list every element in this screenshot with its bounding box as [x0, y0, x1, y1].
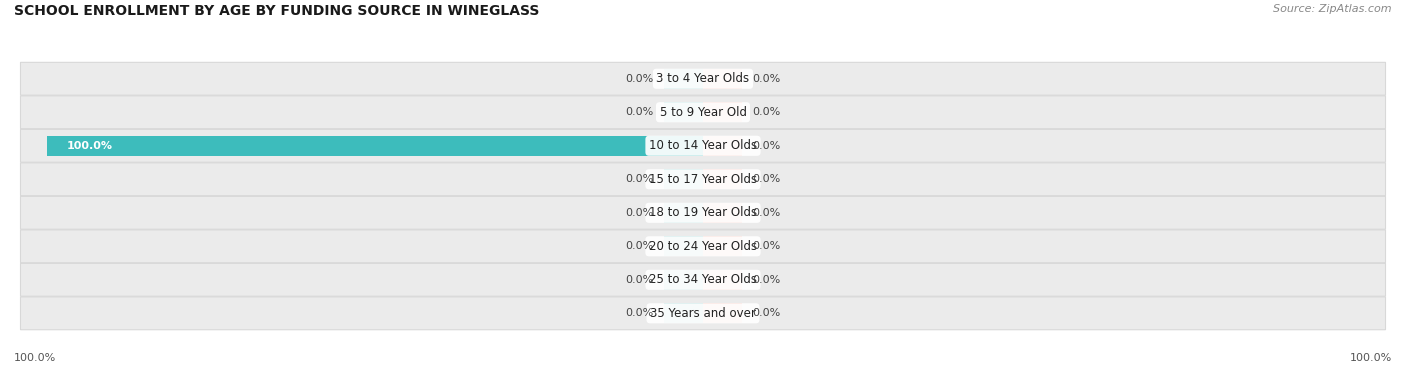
- Text: 0.0%: 0.0%: [752, 174, 780, 184]
- Text: 100.0%: 100.0%: [66, 141, 112, 151]
- Text: 3 to 4 Year Olds: 3 to 4 Year Olds: [657, 72, 749, 85]
- Text: Source: ZipAtlas.com: Source: ZipAtlas.com: [1274, 4, 1392, 14]
- Bar: [703, 136, 742, 156]
- FancyBboxPatch shape: [21, 230, 1385, 263]
- Text: 5 to 9 Year Old: 5 to 9 Year Old: [659, 106, 747, 119]
- Text: SCHOOL ENROLLMENT BY AGE BY FUNDING SOURCE IN WINEGLASS: SCHOOL ENROLLMENT BY AGE BY FUNDING SOUR…: [14, 4, 540, 18]
- Text: 18 to 19 Year Olds: 18 to 19 Year Olds: [650, 206, 756, 219]
- Text: 0.0%: 0.0%: [626, 241, 654, 251]
- Text: 0.0%: 0.0%: [752, 141, 780, 151]
- FancyBboxPatch shape: [21, 163, 1385, 196]
- FancyBboxPatch shape: [21, 264, 1385, 296]
- Text: 15 to 17 Year Olds: 15 to 17 Year Olds: [650, 173, 756, 186]
- Bar: [703, 203, 742, 223]
- Text: 100.0%: 100.0%: [14, 353, 56, 363]
- FancyBboxPatch shape: [21, 297, 1385, 330]
- Bar: [664, 69, 703, 89]
- Bar: [703, 102, 742, 122]
- Text: 0.0%: 0.0%: [626, 308, 654, 318]
- FancyBboxPatch shape: [21, 129, 1385, 162]
- Bar: [46, 136, 703, 156]
- Text: 0.0%: 0.0%: [626, 107, 654, 117]
- Text: 0.0%: 0.0%: [626, 208, 654, 218]
- FancyBboxPatch shape: [21, 62, 1385, 95]
- Bar: [703, 69, 742, 89]
- Text: 0.0%: 0.0%: [752, 107, 780, 117]
- Bar: [664, 102, 703, 122]
- Bar: [703, 303, 742, 323]
- Text: 35 Years and over: 35 Years and over: [650, 307, 756, 320]
- Bar: [664, 169, 703, 189]
- Bar: [703, 270, 742, 290]
- Text: 0.0%: 0.0%: [626, 275, 654, 285]
- Text: 0.0%: 0.0%: [752, 74, 780, 84]
- Text: 100.0%: 100.0%: [1350, 353, 1392, 363]
- Text: 25 to 34 Year Olds: 25 to 34 Year Olds: [650, 273, 756, 286]
- FancyBboxPatch shape: [21, 96, 1385, 129]
- Text: 0.0%: 0.0%: [752, 275, 780, 285]
- FancyBboxPatch shape: [21, 196, 1385, 229]
- Bar: [664, 236, 703, 256]
- Text: 0.0%: 0.0%: [752, 241, 780, 251]
- Text: 0.0%: 0.0%: [752, 208, 780, 218]
- Bar: [664, 303, 703, 323]
- Text: 20 to 24 Year Olds: 20 to 24 Year Olds: [650, 240, 756, 253]
- Text: 0.0%: 0.0%: [752, 308, 780, 318]
- Text: 10 to 14 Year Olds: 10 to 14 Year Olds: [650, 139, 756, 152]
- Bar: [703, 169, 742, 189]
- Text: 0.0%: 0.0%: [626, 174, 654, 184]
- Text: 0.0%: 0.0%: [626, 74, 654, 84]
- Bar: [664, 270, 703, 290]
- Bar: [664, 203, 703, 223]
- Bar: [703, 236, 742, 256]
